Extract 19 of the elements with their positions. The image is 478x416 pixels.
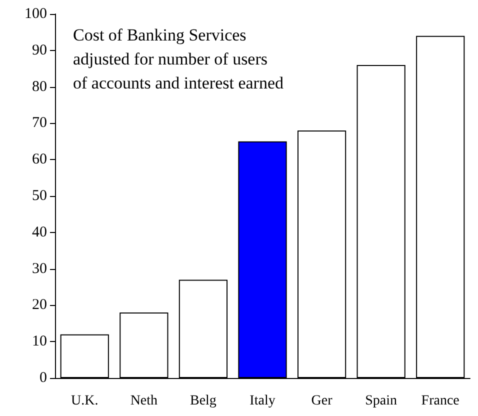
x-tick-label: France	[421, 394, 460, 408]
y-tick-label: 70	[32, 115, 47, 132]
x-tick-label: U.K.	[71, 394, 98, 408]
y-tick-label: 0	[40, 370, 47, 386]
y-tick-label: 100	[24, 6, 47, 22]
y-tick-label: 80	[32, 78, 47, 95]
x-tick-label: Neth	[130, 394, 158, 408]
y-tick-label: 40	[32, 224, 47, 240]
y-tick-label: 90	[32, 42, 47, 58]
x-tick-label: Spain	[365, 394, 398, 408]
x-tick-label: Belg	[190, 394, 216, 408]
y-tick-label: 30	[32, 260, 47, 277]
y-tick-label: 60	[32, 152, 47, 168]
y-tick-label: 20	[32, 297, 47, 314]
x-tick-label: Italy	[250, 394, 276, 408]
y-tick-label: 10	[32, 334, 47, 350]
y-tick-label: 50	[32, 188, 47, 204]
x-tick-label: Ger	[311, 394, 333, 408]
text: Cost of Banking Services adjusted for number of users of accounts and interest earned	[73, 26, 284, 92]
